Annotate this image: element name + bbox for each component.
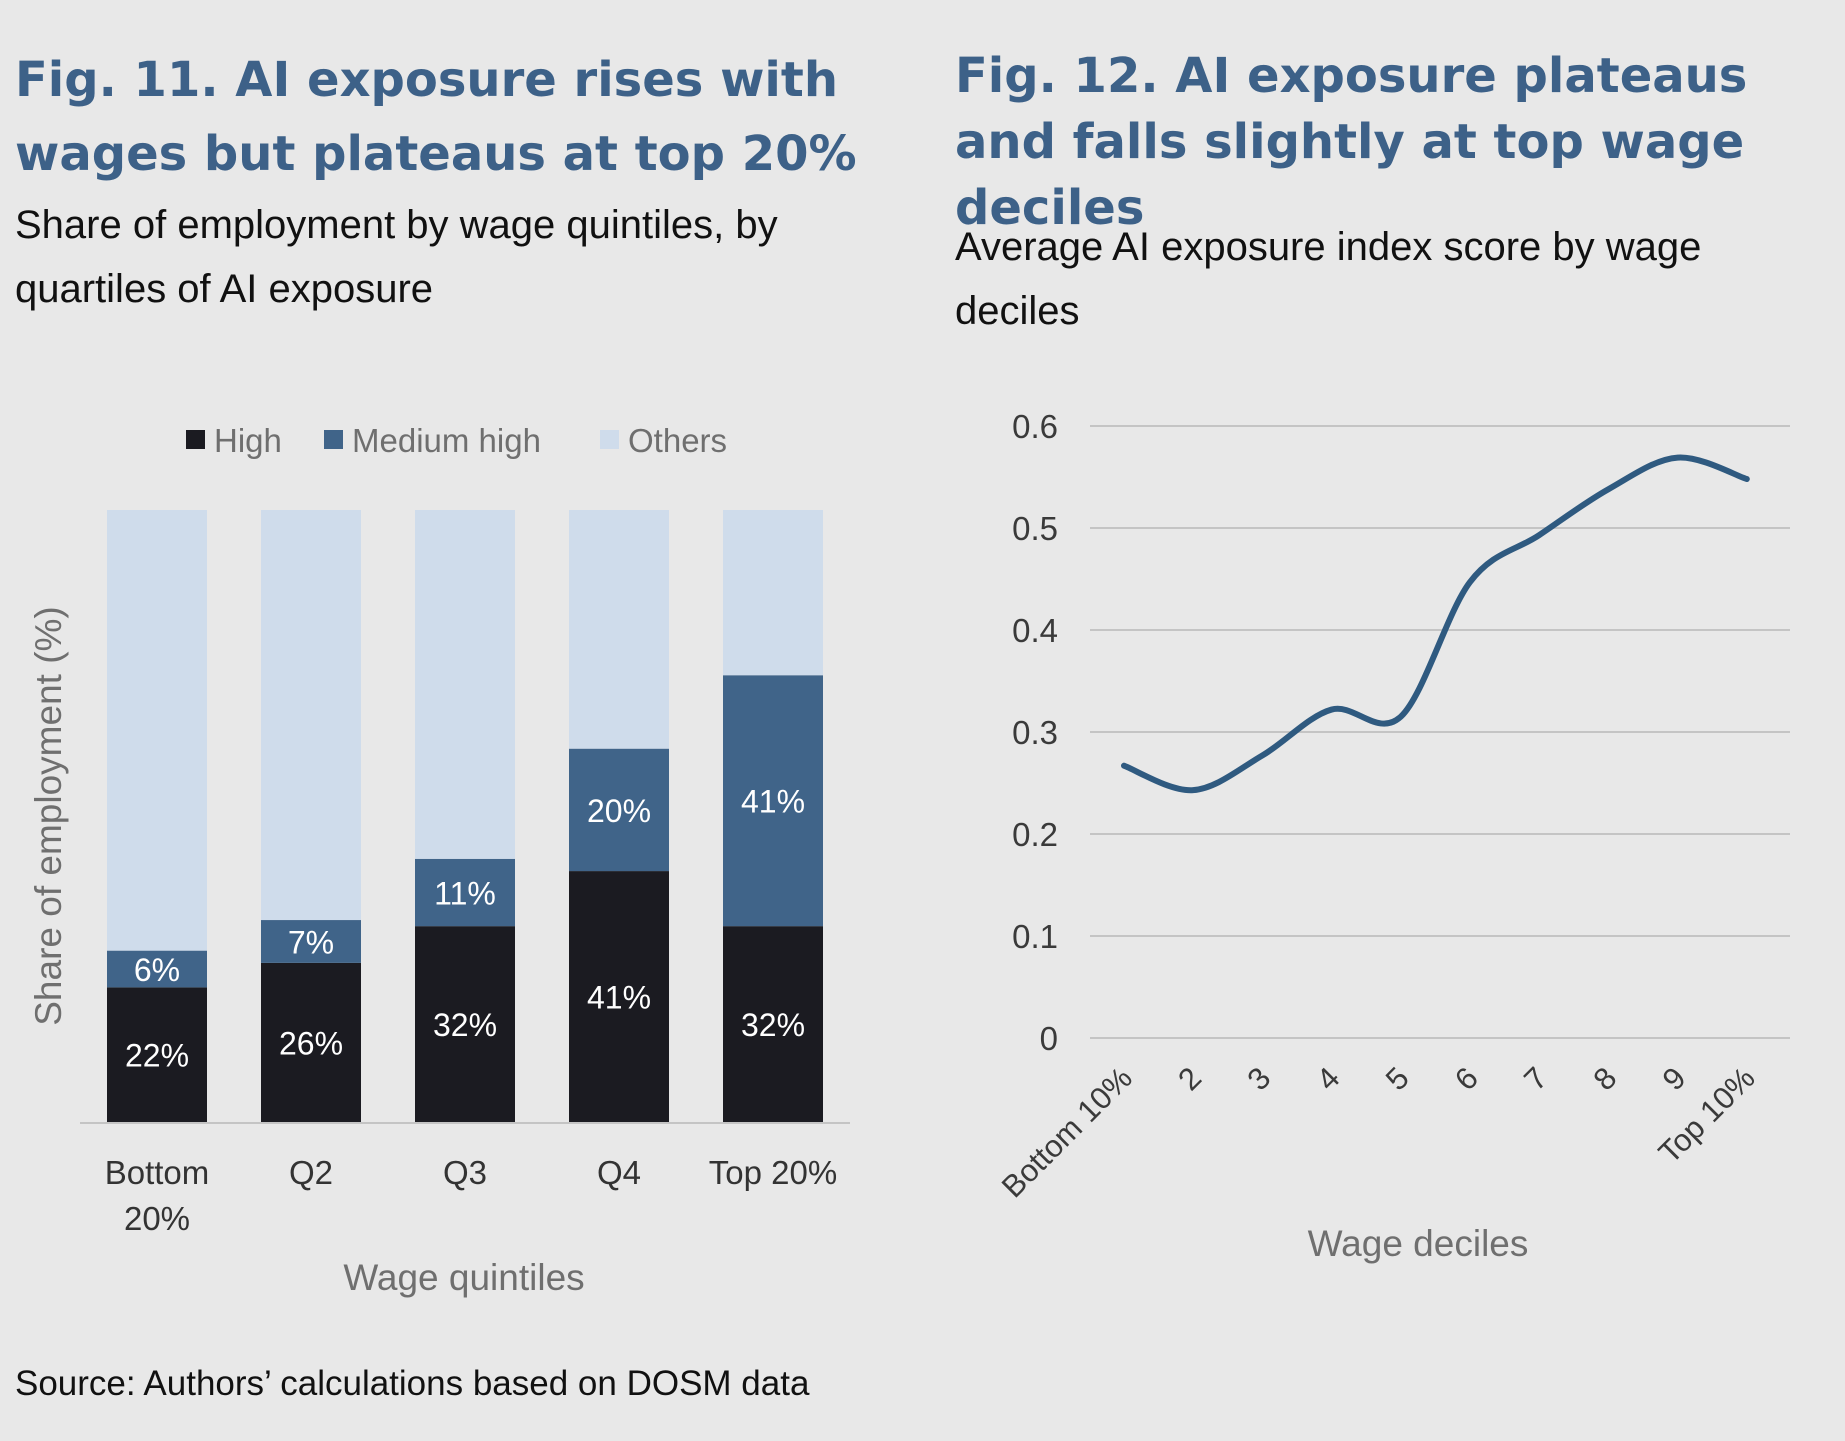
bar-segment	[569, 871, 669, 1122]
bar-segment	[569, 510, 669, 749]
x-tick-label: 9	[1656, 1060, 1693, 1097]
x-tick-label: Q4	[597, 1154, 641, 1191]
data-label: 20%	[587, 793, 651, 829]
bar-segment	[723, 510, 823, 676]
x-axis-title: Wage deciles	[1308, 1223, 1529, 1264]
x-tick-label: 20%	[124, 1200, 190, 1237]
x-tick-label: 2	[1171, 1060, 1208, 1097]
legend-label: High	[214, 422, 282, 459]
x-tick-label: 3	[1240, 1060, 1277, 1097]
x-tick-label: 7	[1517, 1060, 1554, 1097]
x-tick-label: Bottom	[105, 1154, 210, 1191]
y-tick-label: 0.1	[1012, 918, 1058, 955]
x-tick-label: Q2	[289, 1154, 333, 1191]
legend-swatch-others	[600, 430, 619, 449]
bar-segment	[723, 675, 823, 927]
y-tick-label: 0.2	[1012, 816, 1058, 853]
data-label: 11%	[434, 876, 496, 912]
y-tick-label: 0	[1040, 1020, 1058, 1057]
series-line	[1121, 454, 1750, 794]
bar-segment	[415, 510, 515, 859]
y-tick-label: 0.6	[1012, 408, 1058, 445]
x-axis-title: Wage quintiles	[343, 1257, 584, 1298]
bar-segment	[107, 950, 207, 988]
bar-segment	[723, 926, 823, 1122]
legend-swatch-medium-high	[324, 430, 343, 449]
y-tick-label: 0.4	[1012, 612, 1058, 649]
data-label: 22%	[125, 1038, 189, 1074]
legend-label: Medium high	[352, 422, 541, 459]
x-tick-label: 4	[1310, 1060, 1347, 1097]
data-label: 26%	[279, 1025, 343, 1061]
bar-segment	[415, 926, 515, 1122]
fig12-subtitle: Average AI exposure index score by wage …	[955, 225, 1702, 333]
bar-segment	[107, 510, 207, 951]
legend-label: Others	[628, 422, 727, 459]
bar-segment	[569, 748, 669, 872]
data-label: 7%	[288, 924, 334, 960]
data-label: 41%	[587, 980, 651, 1016]
x-tick-label: Top 20%	[709, 1154, 837, 1191]
x-tick-label: Bottom 10%	[995, 1060, 1139, 1204]
data-label: 6%	[134, 952, 180, 988]
x-tick-label: Q3	[443, 1154, 487, 1191]
y-tick-label: 0.5	[1012, 510, 1058, 547]
bar-segment	[415, 858, 515, 927]
x-tick-label: 8	[1586, 1060, 1623, 1097]
y-tick-label: 0.3	[1012, 714, 1058, 751]
bar-segment	[261, 920, 361, 963]
x-tick-label: 5	[1379, 1060, 1416, 1097]
bar-segment	[107, 987, 207, 1122]
fig12-title: Fig. 12. AI exposure plateaus and falls …	[955, 48, 1748, 236]
x-tick-label: 6	[1448, 1060, 1485, 1097]
stacked-bar-chart: High Medium high Others 22% 6% Bottom 20% 26% 7%…	[28, 422, 850, 1298]
fig11-title: Fig. 11. AI exposure rises with wages bu…	[15, 52, 857, 182]
legend-swatch-high	[186, 430, 205, 449]
bar-segment	[261, 962, 361, 1122]
bar-segment	[261, 510, 361, 921]
data-label: 41%	[741, 784, 805, 820]
y-axis-title: Share of employment (%)	[28, 606, 69, 1026]
data-label: 32%	[741, 1007, 805, 1043]
source-note: Source: Authors’ calculations based on D…	[15, 1364, 810, 1403]
data-label: 32%	[433, 1007, 497, 1043]
fig11-subtitle: Share of employment by wage quintiles, b…	[15, 203, 778, 311]
